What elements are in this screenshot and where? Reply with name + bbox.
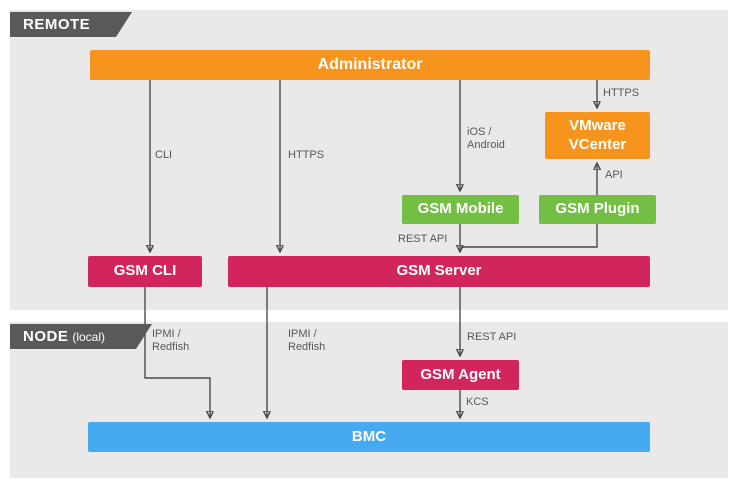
remote-banner: REMOTE	[10, 12, 132, 37]
gsm-server-box: GSM Server	[228, 256, 650, 287]
gsm-mobile-box: GSM Mobile	[402, 195, 519, 224]
rest-api-agent-edge-label: REST API	[467, 331, 517, 343]
cli-edge-label: CLI	[155, 149, 173, 161]
gsm-plugin-box: GSM Plugin	[539, 195, 656, 224]
kcs-edge-label: KCS	[466, 396, 489, 408]
rest-api-mobile-edge-label: REST API	[398, 233, 448, 245]
ipmi-redfish-server-edge-label: IPMI / Redfish	[288, 328, 326, 353]
vmware-vcenter-box: VMware VCenter	[545, 112, 650, 159]
node-banner-label: NODE	[23, 328, 69, 345]
bmc-box: BMC	[88, 422, 650, 452]
gsm-agent-box: GSM Agent	[402, 360, 519, 390]
remote-banner-label: REMOTE	[23, 16, 91, 33]
ios-android-edge-label: iOS / Android	[467, 126, 505, 151]
node-banner-sublabel: (local)	[72, 330, 106, 344]
https-server-edge-label: HTTPS	[288, 149, 325, 161]
administrator-box: Administrator	[90, 50, 650, 80]
https-vcenter-edge-label: HTTPS	[603, 87, 640, 99]
node-banner: NODE (local)	[10, 324, 152, 349]
gsm-cli-box: GSM CLI	[88, 256, 202, 287]
ipmi-redfish-cli-edge-label: IPMI / Redfish	[152, 328, 190, 353]
api-edge-label: API	[605, 169, 623, 181]
